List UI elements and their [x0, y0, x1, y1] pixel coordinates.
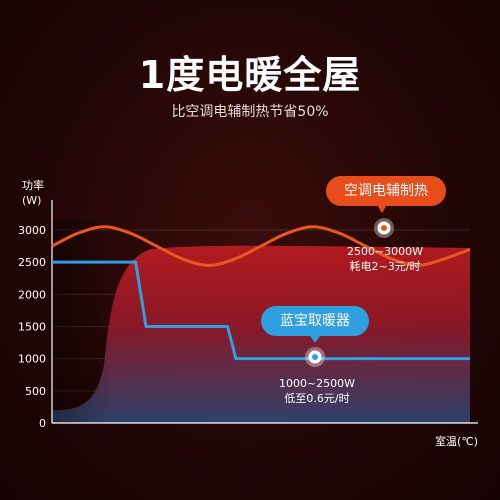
marker-dot [381, 225, 387, 231]
series-label-heater: 蓝宝取暖器 [261, 306, 369, 336]
y-axis-label-text: 功率 (W) [22, 179, 44, 207]
y-tick-label: 2500 [18, 256, 46, 269]
y-tick-label: 0 [39, 417, 46, 430]
series-label-ac: 空调电辅制热 [326, 176, 446, 206]
ac-annotation: 2500~3000W 耗电2~3元/时 [330, 244, 440, 274]
ac-marker [374, 218, 394, 238]
marker-dot [312, 354, 318, 360]
y-tick-label: 3000 [18, 224, 46, 237]
heater-annotation: 1000~2500W 低至0.6元/时 [262, 376, 372, 406]
y-tick-label: 1500 [18, 321, 46, 334]
y-tick-label: 500 [25, 385, 46, 398]
y-tick-label: 1000 [18, 353, 46, 366]
y-axis-label: 功率 (W) [22, 178, 44, 208]
y-tick-label: 2000 [18, 288, 46, 301]
heater-marker [305, 347, 325, 367]
ac-pill-pointer [378, 206, 386, 213]
y-tick-labels: 0 500 1000 1500 2000 2500 3000 [18, 224, 46, 430]
area-shade [52, 220, 112, 423]
x-axis-label: 室温(℃) [435, 433, 478, 449]
